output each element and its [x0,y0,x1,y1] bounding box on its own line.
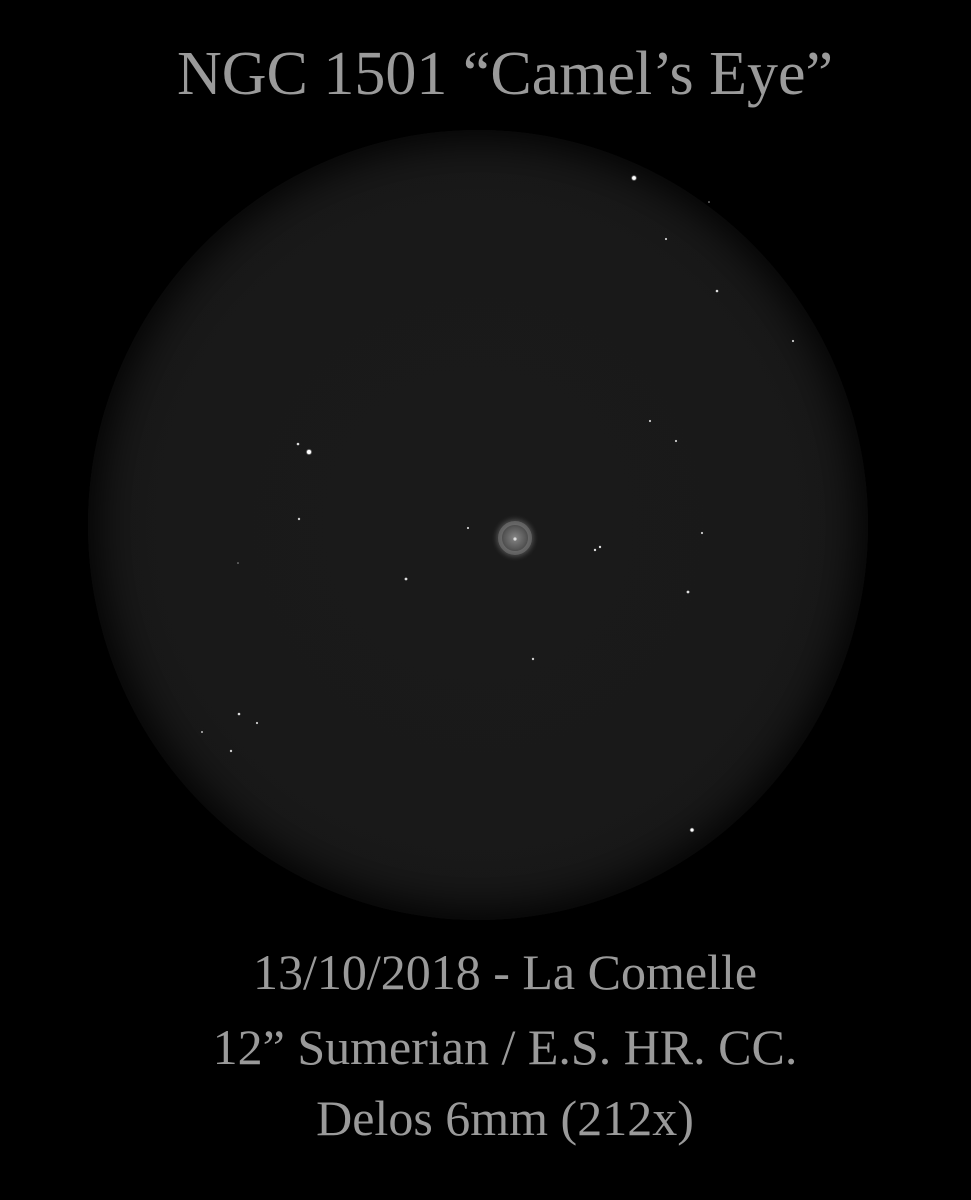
star [598,545,602,549]
sketch-title: NGC 1501 “Camel’s Eye” [176,40,834,108]
star [664,237,668,241]
star [715,289,719,293]
caption-date-location: 13/10/2018 - La Comelle [252,944,758,1000]
star [648,419,652,423]
star [791,339,795,343]
star [237,712,241,716]
star [229,749,233,753]
star [404,577,408,581]
stars [201,174,795,833]
star [700,531,704,535]
star [296,442,300,446]
star [674,439,678,443]
star [690,828,694,832]
star [307,450,311,454]
star [531,657,535,661]
star [201,731,203,733]
star [255,721,259,725]
planetary-nebula [491,514,539,562]
caption-telescope: 12” Sumerian / E.S. HR. CC. [212,1019,798,1075]
star [593,548,597,552]
star [237,562,239,564]
star [297,517,301,521]
star [708,201,710,203]
star [466,526,470,530]
star [632,176,636,180]
star [686,590,690,594]
caption-eyepiece: Delos 6mm (212x) [316,1090,694,1146]
eyepiece-field [88,130,868,920]
